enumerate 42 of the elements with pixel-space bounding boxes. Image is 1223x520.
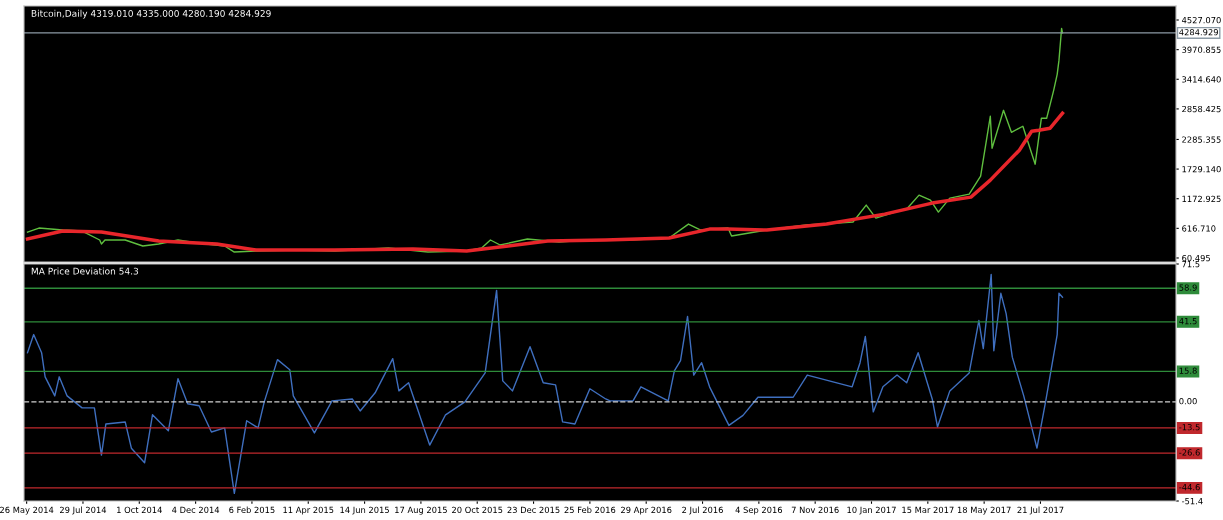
y-tick-label: 71.5 xyxy=(1182,261,1200,268)
y-tick-label: 3970.855 xyxy=(1182,46,1221,53)
x-tick-label: 6 Feb 2015 xyxy=(229,506,275,514)
chart-title: Bitcoin,Daily 4319.010 4335.000 4280.190 4284.929 xyxy=(31,9,271,19)
y-tick-label: -51.4 xyxy=(1181,498,1203,505)
ref-line-label: 0.00 xyxy=(1179,397,1197,405)
x-tick-label: 4 Sep 2016 xyxy=(735,506,783,515)
x-tick-label: 7 Nov 2016 xyxy=(791,506,839,514)
x-tick-label: 29 Apr 2016 xyxy=(621,506,672,515)
x-tick-label: 18 May 2017 xyxy=(957,506,1011,515)
ref-line-label: 4284.929 xyxy=(1179,29,1218,36)
x-tick-label: 2 Jul 2016 xyxy=(682,506,723,515)
ref-line-label: -26.6 xyxy=(1179,449,1200,456)
ref-line-label: -44.6 xyxy=(1179,484,1200,491)
y-tick-label: 60.495 xyxy=(1182,254,1210,262)
x-tick-label: 23 Dec 2015 xyxy=(507,506,560,514)
y-tick-label: 2285.355 xyxy=(1182,136,1221,143)
y-tick-label: 1729.140 xyxy=(1182,166,1221,173)
line-series xyxy=(26,273,1064,494)
chart-title: MA Price Deviation 54.3 xyxy=(31,267,139,275)
x-tick-label: 29 Jul 2014 xyxy=(59,506,107,515)
x-tick-label: 21 Jul 2017 xyxy=(1017,506,1064,515)
y-tick-label: 4527.070 xyxy=(1181,16,1221,24)
y-tick-label: 616.710 xyxy=(1182,225,1216,232)
ref-line-label: 41.5 xyxy=(1179,318,1197,325)
x-tick-label: 15 Mar 2017 xyxy=(902,506,954,514)
x-tick-label: 20 Oct 2015 xyxy=(452,506,503,514)
x-tick-label: 25 Feb 2016 xyxy=(564,506,616,514)
x-tick-label: 26 May 2014 xyxy=(0,506,54,515)
y-tick-label: 3414.640 xyxy=(1182,76,1221,83)
ref-line-label: 15.8 xyxy=(1179,367,1197,374)
x-tick-label: 10 Jan 2017 xyxy=(847,506,896,515)
y-tick-label: 1172.925 xyxy=(1182,195,1221,202)
ref-line-label: -13.5 xyxy=(1179,424,1200,431)
x-tick-label: 1 Oct 2014 xyxy=(117,506,162,514)
x-tick-label: 11 Apr 2015 xyxy=(283,506,334,515)
x-tick-label: 17 Aug 2015 xyxy=(395,506,447,515)
line-series xyxy=(25,111,1065,253)
x-tick-label: 4 Dec 2014 xyxy=(172,506,220,514)
ref-line-label: 58.9 xyxy=(1179,284,1197,291)
y-tick-label: 2858.425 xyxy=(1182,105,1221,113)
x-tick-label: 14 Jun 2015 xyxy=(340,506,389,515)
